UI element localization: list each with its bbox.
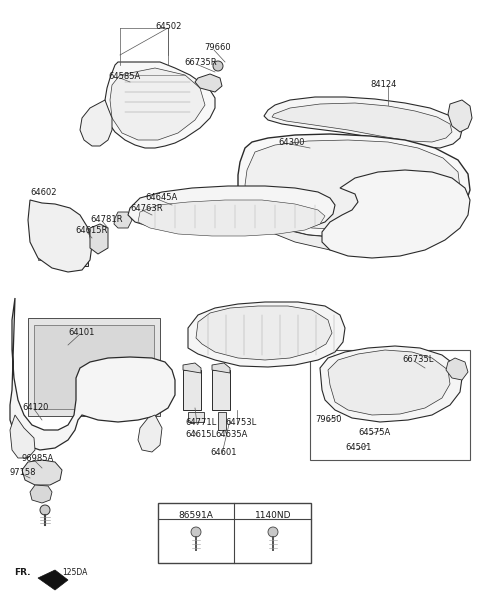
- Bar: [72, 238, 88, 266]
- Circle shape: [132, 81, 184, 133]
- Polygon shape: [80, 100, 112, 146]
- Circle shape: [140, 89, 176, 125]
- Polygon shape: [196, 306, 332, 360]
- Polygon shape: [212, 363, 230, 373]
- Ellipse shape: [310, 111, 330, 125]
- Text: 125DA: 125DA: [62, 568, 87, 577]
- Polygon shape: [28, 200, 92, 272]
- Text: 64602: 64602: [30, 188, 57, 197]
- Text: 79660: 79660: [204, 43, 230, 52]
- Text: 64771L: 64771L: [185, 418, 216, 427]
- Polygon shape: [138, 200, 325, 236]
- Text: 96985A: 96985A: [22, 454, 54, 463]
- Bar: [212, 370, 230, 410]
- Polygon shape: [448, 100, 472, 132]
- Text: 64635A: 64635A: [215, 430, 247, 439]
- Text: 64585A: 64585A: [108, 72, 140, 81]
- Bar: [28, 318, 160, 416]
- Circle shape: [191, 527, 201, 537]
- Text: 64101: 64101: [68, 328, 95, 337]
- Polygon shape: [38, 570, 68, 590]
- Text: 64615R: 64615R: [75, 226, 108, 235]
- Text: 64501: 64501: [345, 443, 372, 452]
- Text: 79650: 79650: [315, 415, 341, 424]
- Circle shape: [387, 194, 423, 230]
- Circle shape: [375, 365, 415, 405]
- Bar: [400, 155, 428, 173]
- Text: 64120: 64120: [22, 403, 48, 412]
- Ellipse shape: [345, 108, 365, 122]
- Ellipse shape: [410, 116, 426, 128]
- Polygon shape: [238, 134, 470, 238]
- Text: 64575A: 64575A: [358, 428, 390, 437]
- Bar: [158, 503, 311, 563]
- Text: 64753L: 64753L: [225, 418, 256, 427]
- Polygon shape: [110, 68, 205, 140]
- Text: 1140ND: 1140ND: [255, 511, 291, 520]
- Circle shape: [394, 201, 416, 223]
- Circle shape: [40, 505, 50, 515]
- Circle shape: [428, 206, 452, 230]
- Polygon shape: [138, 415, 162, 452]
- Polygon shape: [10, 298, 175, 450]
- Text: FR.: FR.: [14, 568, 31, 577]
- Circle shape: [318, 166, 342, 190]
- Circle shape: [275, 170, 305, 200]
- Text: 64502: 64502: [155, 22, 181, 31]
- Polygon shape: [195, 74, 222, 92]
- Text: 64615L: 64615L: [185, 430, 216, 439]
- Circle shape: [281, 176, 299, 194]
- Text: 66735R: 66735R: [184, 58, 216, 67]
- Text: 64763R: 64763R: [130, 204, 163, 213]
- Polygon shape: [322, 170, 470, 258]
- Polygon shape: [264, 97, 462, 148]
- Text: 64300: 64300: [278, 138, 304, 147]
- Text: 97158: 97158: [10, 468, 36, 477]
- Polygon shape: [114, 212, 132, 228]
- Text: 64601: 64601: [210, 448, 237, 457]
- Circle shape: [213, 61, 223, 71]
- Circle shape: [383, 373, 407, 397]
- Bar: [188, 412, 204, 422]
- Text: 84124: 84124: [370, 80, 396, 89]
- Polygon shape: [90, 224, 108, 254]
- Polygon shape: [245, 140, 460, 230]
- Polygon shape: [272, 103, 452, 142]
- Bar: [34, 325, 154, 409]
- Circle shape: [323, 171, 337, 185]
- Bar: [358, 152, 393, 172]
- Text: 64781R: 64781R: [90, 215, 122, 224]
- Polygon shape: [183, 363, 201, 373]
- Bar: [38, 218, 80, 260]
- Bar: [183, 370, 201, 410]
- Polygon shape: [30, 485, 52, 503]
- Polygon shape: [188, 302, 345, 367]
- Text: 66735L: 66735L: [402, 355, 433, 364]
- Polygon shape: [10, 415, 35, 458]
- Polygon shape: [128, 186, 335, 234]
- Polygon shape: [328, 350, 450, 415]
- Polygon shape: [320, 346, 462, 422]
- Circle shape: [268, 527, 278, 537]
- Polygon shape: [105, 62, 215, 148]
- Text: 64645A: 64645A: [145, 193, 177, 202]
- Polygon shape: [255, 210, 455, 252]
- Polygon shape: [22, 460, 62, 485]
- Ellipse shape: [381, 112, 399, 124]
- Bar: [310, 350, 470, 460]
- Polygon shape: [446, 358, 468, 380]
- Bar: [218, 412, 226, 430]
- Text: 86591A: 86591A: [179, 511, 214, 520]
